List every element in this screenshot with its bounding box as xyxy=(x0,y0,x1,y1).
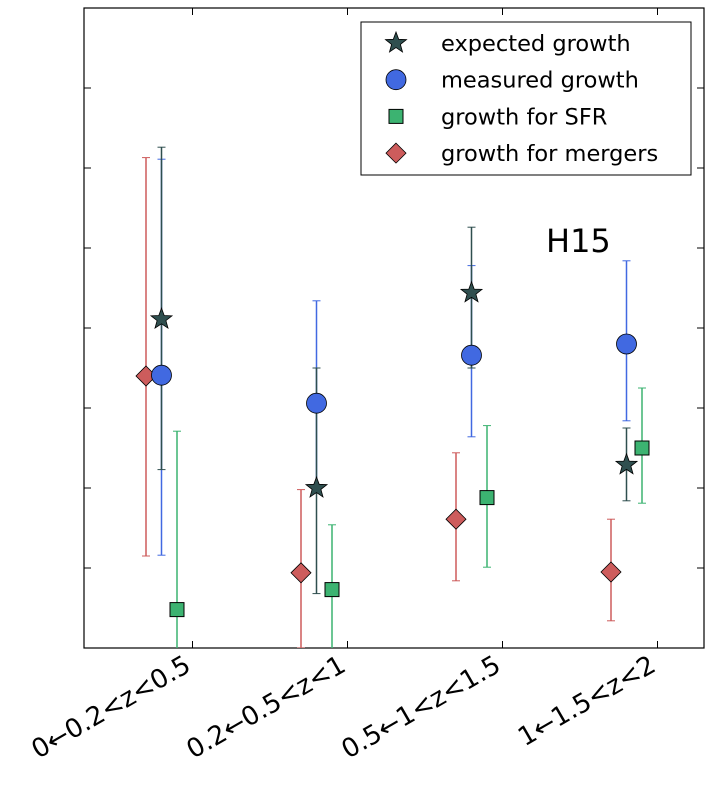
data-point-square xyxy=(169,602,185,618)
legend-label: measured growth xyxy=(441,68,639,94)
data-point-square xyxy=(634,440,650,456)
data-point-square xyxy=(324,582,340,598)
data-point-circle xyxy=(461,344,482,366)
legend-marker-circle xyxy=(385,69,407,91)
legend-marker-diamond xyxy=(385,142,407,164)
annotation-label: H15 xyxy=(546,222,611,260)
x-tick-label: 0←0.2<z<0.5 xyxy=(27,650,196,765)
data-point-star xyxy=(614,452,639,475)
legend: expected growth measured growth growth for… xyxy=(360,21,692,176)
y-ticks xyxy=(84,87,704,569)
data-point-diamond xyxy=(445,508,467,530)
x-tick-label: 0.5←1<z<1.5 xyxy=(337,650,506,765)
legend-label: expected growth xyxy=(441,31,631,57)
legend-label: growth for SFR xyxy=(441,104,607,130)
legend-marker-square xyxy=(388,108,404,124)
legend-marker-star xyxy=(384,30,408,53)
data-point-star xyxy=(304,475,329,498)
legend-box xyxy=(360,21,692,176)
data-point-diamond xyxy=(290,562,312,584)
legend-label: growth for mergers xyxy=(441,141,658,167)
data-point-circle xyxy=(616,333,637,355)
data-point-star xyxy=(149,307,174,330)
data-marks xyxy=(135,146,650,648)
x-tick-label: 1←1.5<z<2 xyxy=(513,650,661,753)
data-point-circle xyxy=(306,392,327,414)
data-point-star xyxy=(459,280,484,303)
data-point-square xyxy=(479,490,495,506)
data-point-circle xyxy=(151,364,172,386)
data-point-diamond xyxy=(600,561,622,583)
x-tick-label: 0.2←0.5<z<1 xyxy=(182,650,351,765)
